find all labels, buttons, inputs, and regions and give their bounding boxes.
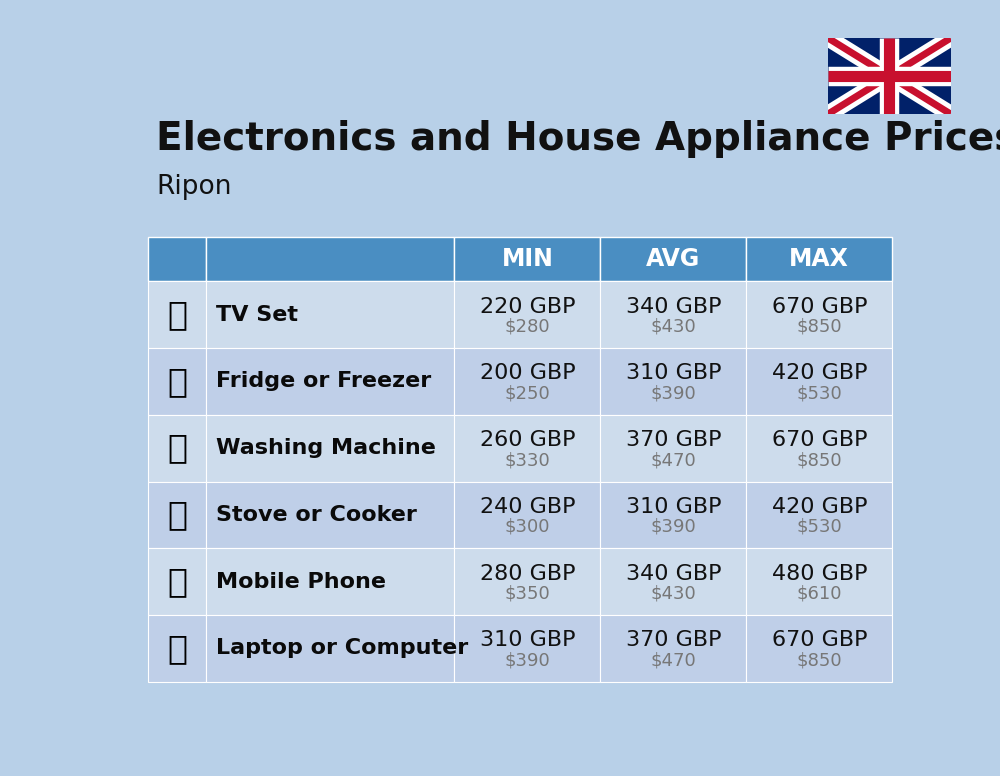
Text: $390: $390 <box>650 384 696 403</box>
Text: 670 GBP: 670 GBP <box>772 296 867 317</box>
Text: $530: $530 <box>796 384 842 403</box>
Text: 340 GBP: 340 GBP <box>626 563 721 584</box>
Text: $850: $850 <box>796 317 842 336</box>
Bar <box>206 282 454 348</box>
Text: $390: $390 <box>504 651 550 670</box>
Text: 280 GBP: 280 GBP <box>480 563 575 584</box>
Bar <box>206 237 454 282</box>
Bar <box>600 615 746 681</box>
Text: $430: $430 <box>650 584 696 603</box>
Text: $250: $250 <box>504 384 550 403</box>
Text: Laptop or Computer: Laptop or Computer <box>216 639 468 658</box>
Text: 260 GBP: 260 GBP <box>480 430 575 450</box>
Text: MAX: MAX <box>789 247 849 271</box>
Text: Stove or Cooker: Stove or Cooker <box>216 505 417 525</box>
Bar <box>148 548 206 615</box>
Bar <box>746 615 892 681</box>
Bar <box>206 415 454 481</box>
Bar <box>148 415 206 481</box>
Text: $390: $390 <box>650 518 696 536</box>
Bar <box>454 548 600 615</box>
Text: $470: $470 <box>650 451 696 469</box>
Text: Washing Machine: Washing Machine <box>216 438 436 458</box>
Bar <box>746 237 892 282</box>
Bar <box>600 548 746 615</box>
Text: Electronics and House Appliance Prices: Electronics and House Appliance Prices <box>156 120 1000 158</box>
Text: 420 GBP: 420 GBP <box>772 363 867 383</box>
Bar <box>454 282 600 348</box>
Text: $470: $470 <box>650 651 696 670</box>
Bar <box>206 548 454 615</box>
Text: 🔥: 🔥 <box>167 498 187 532</box>
Bar <box>746 415 892 481</box>
Text: $850: $850 <box>796 651 842 670</box>
Text: $610: $610 <box>797 584 842 603</box>
Text: 200 GBP: 200 GBP <box>480 363 575 383</box>
Bar <box>454 348 600 415</box>
Text: MIN: MIN <box>501 247 553 271</box>
Text: 🌀: 🌀 <box>167 431 187 465</box>
Text: 📱: 📱 <box>167 565 187 598</box>
Text: TV Set: TV Set <box>216 305 298 324</box>
Bar <box>206 348 454 415</box>
Text: 240 GBP: 240 GBP <box>480 497 575 517</box>
Text: 670 GBP: 670 GBP <box>772 430 867 450</box>
Bar <box>454 237 600 282</box>
Text: 💻: 💻 <box>167 632 187 665</box>
Text: 310 GBP: 310 GBP <box>480 630 575 650</box>
Bar <box>746 282 892 348</box>
Text: $530: $530 <box>796 518 842 536</box>
Bar <box>148 348 206 415</box>
Text: $850: $850 <box>796 451 842 469</box>
Bar <box>600 237 746 282</box>
Text: Mobile Phone: Mobile Phone <box>216 572 386 591</box>
Bar <box>148 237 206 282</box>
Text: 310 GBP: 310 GBP <box>626 497 721 517</box>
Bar <box>600 415 746 481</box>
Bar <box>746 548 892 615</box>
Text: $300: $300 <box>505 518 550 536</box>
Text: 370 GBP: 370 GBP <box>626 430 721 450</box>
Text: 370 GBP: 370 GBP <box>626 630 721 650</box>
Bar <box>746 348 892 415</box>
Text: 🧊: 🧊 <box>167 365 187 398</box>
Text: 220 GBP: 220 GBP <box>480 296 575 317</box>
Bar <box>148 481 206 548</box>
Bar <box>206 615 454 681</box>
Bar <box>600 348 746 415</box>
Bar <box>746 481 892 548</box>
Text: 340 GBP: 340 GBP <box>626 296 721 317</box>
Text: $430: $430 <box>650 317 696 336</box>
Bar <box>600 481 746 548</box>
Bar <box>454 481 600 548</box>
Text: 310 GBP: 310 GBP <box>626 363 721 383</box>
Bar <box>148 615 206 681</box>
Text: $350: $350 <box>504 584 550 603</box>
Text: $330: $330 <box>504 451 550 469</box>
Text: 📺: 📺 <box>167 298 187 331</box>
Bar <box>148 282 206 348</box>
Bar <box>600 282 746 348</box>
Text: 670 GBP: 670 GBP <box>772 630 867 650</box>
Text: $280: $280 <box>505 317 550 336</box>
Text: AVG: AVG <box>646 247 700 271</box>
Bar <box>454 415 600 481</box>
Text: Fridge or Freezer: Fridge or Freezer <box>216 372 431 391</box>
Bar <box>206 481 454 548</box>
Text: Ripon: Ripon <box>156 174 232 199</box>
Text: 480 GBP: 480 GBP <box>772 563 867 584</box>
Bar <box>454 615 600 681</box>
Text: 420 GBP: 420 GBP <box>772 497 867 517</box>
